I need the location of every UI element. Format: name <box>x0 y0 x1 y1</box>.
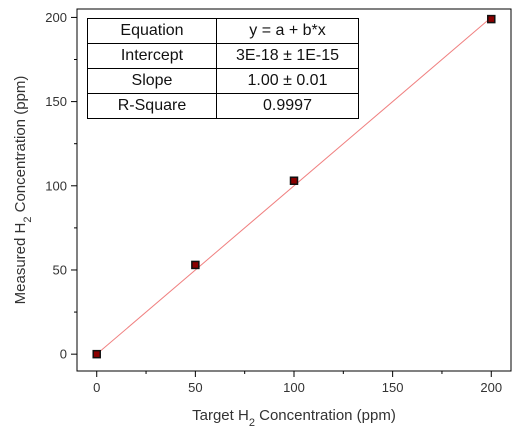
data-point <box>191 260 200 270</box>
y-tick-label: 100 <box>45 178 67 193</box>
fit-row-intercept: Intercept 3E-18 ± 1E-15 <box>87 43 359 69</box>
x-tick-label: 200 <box>480 380 502 395</box>
data-point <box>92 349 101 359</box>
fit-line-layer <box>96 17 492 355</box>
fit-slope-value: 1.00 ± 0.01 <box>216 68 359 94</box>
data-point <box>289 176 299 185</box>
data-points <box>92 14 496 359</box>
x-tick-label: 0 <box>93 380 100 395</box>
fit-equation-key: Equation <box>87 18 217 44</box>
y-axis-title: Measured H2 Concentration (ppm) <box>12 76 34 305</box>
y-tick-label: 0 <box>60 347 67 362</box>
data-point <box>487 14 496 24</box>
x-tick-label: 150 <box>382 380 404 395</box>
fit-row-equation: Equation y = a + b*x <box>87 18 359 44</box>
x-tick-label: 50 <box>188 380 202 395</box>
x-axis-title: Target H2 Concentration (ppm) <box>192 407 396 429</box>
fit-intercept-value: 3E-18 ± 1E-15 <box>216 43 359 69</box>
fit-r-square-key: R-Square <box>87 93 217 119</box>
fit-r-square-value: 0.9997 <box>216 93 359 119</box>
fit-intercept-key: Intercept <box>87 43 217 69</box>
y-tick-label: 150 <box>45 94 67 109</box>
fit-statistics-table: Equation y = a + b*x Intercept 3E-18 ± 1… <box>87 18 359 119</box>
fit-line <box>96 17 492 355</box>
fit-row-slope: Slope 1.00 ± 0.01 <box>87 68 359 94</box>
x-tick-label: 100 <box>283 380 305 395</box>
y-tick-label: 200 <box>45 10 67 25</box>
fit-row-r-square: R-Square 0.9997 <box>87 93 359 119</box>
axis-ticks: 0 50 100 150 200 0 50 100 150 200 <box>45 10 502 395</box>
fit-equation-value: y = a + b*x <box>216 18 359 44</box>
y-tick-label: 50 <box>53 262 67 277</box>
fit-slope-key: Slope <box>87 68 217 94</box>
